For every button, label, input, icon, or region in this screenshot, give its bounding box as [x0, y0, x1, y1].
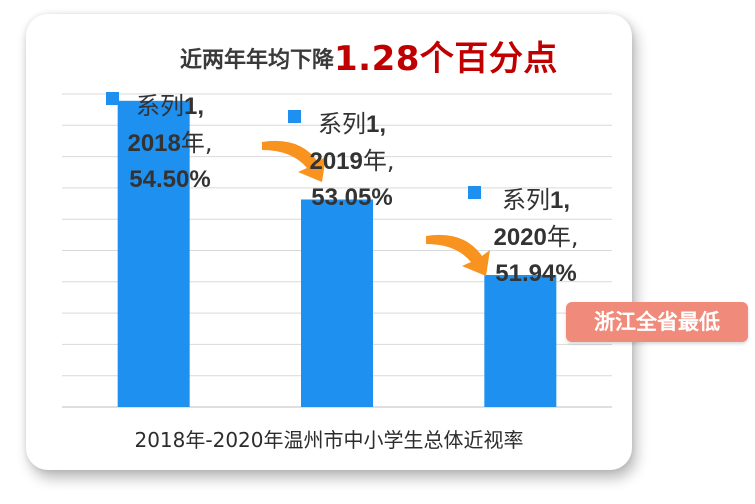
title-main: 近两年年均下降: [180, 48, 335, 73]
legend-swatch: [288, 110, 301, 123]
bar-2018年: [117, 100, 190, 407]
bar-2019年: [301, 199, 373, 407]
chart-title: 近两年年均下降 1.28个百分点: [180, 32, 558, 80]
x-axis-label: 2018年-2020年温州市中小学生总体近视率: [134, 428, 524, 452]
down-arrow-icon: [262, 140, 326, 182]
bar-2020年: [484, 274, 557, 407]
status-badge: 浙江全省最低: [566, 302, 748, 342]
bars: [117, 100, 557, 407]
data-label: 系列1, 2018年, 54.50%: [127, 92, 213, 193]
down-arrow-icon: [426, 234, 490, 276]
data-label: 系列1, 2019年, 53.05%: [309, 110, 395, 211]
data-label: 系列1, 2020年, 51.94%: [493, 186, 579, 287]
legend-swatch: [468, 186, 481, 199]
trend-arrows: [262, 140, 490, 276]
legend-swatch: [106, 92, 119, 105]
title-accent: 1.28个百分点: [334, 39, 558, 79]
